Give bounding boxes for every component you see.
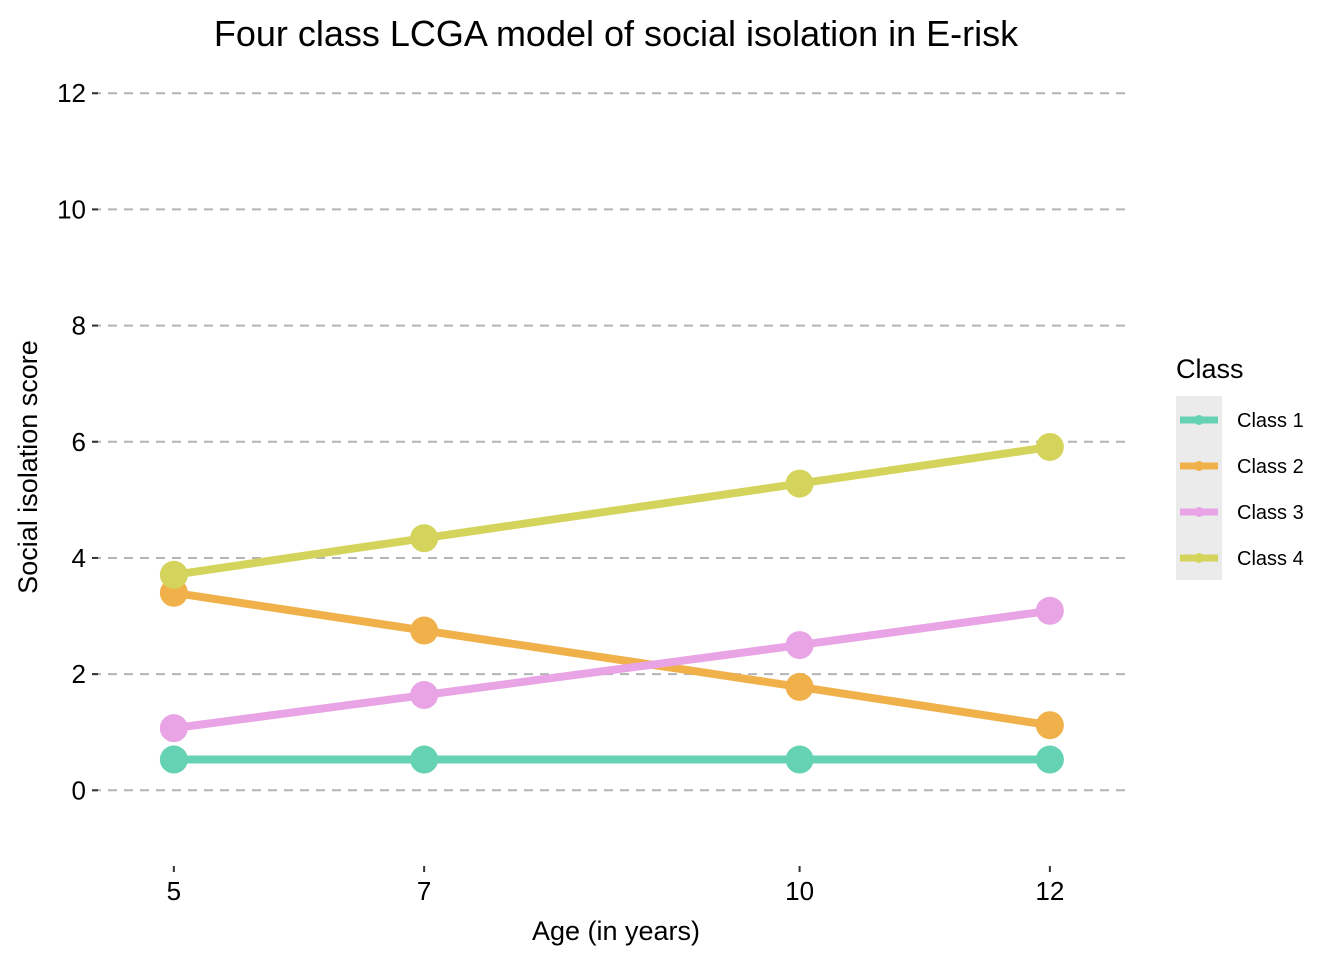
data-point-class-3 bbox=[1035, 596, 1064, 625]
data-point-class-4 bbox=[1035, 432, 1064, 461]
legend: Class Class 1 Class 2 Class 3 Class 4 bbox=[1176, 354, 1304, 580]
legend-items: Class 1 Class 2 Class 3 Class 4 bbox=[1180, 410, 1304, 570]
data-point-class-4 bbox=[410, 524, 439, 553]
series-line-class-4 bbox=[173, 443, 1051, 579]
data-point-class-3 bbox=[159, 714, 188, 743]
data-point-class-4 bbox=[785, 469, 814, 498]
data-point-class-2 bbox=[410, 616, 439, 645]
y-tick-label: 10 bbox=[57, 194, 86, 224]
series-line-class-2 bbox=[173, 588, 1051, 730]
legend-key-point bbox=[1194, 461, 1204, 471]
legend-label: Class 1 bbox=[1237, 410, 1304, 432]
data-points bbox=[159, 432, 1064, 774]
gridlines bbox=[92, 92, 1132, 792]
legend-key-background bbox=[1176, 396, 1222, 580]
axes: 0 2 4 6 8 10 12 5 7 10 12 bbox=[57, 78, 1064, 906]
y-tick-label: 4 bbox=[72, 543, 86, 573]
y-axis-title: Social isolation score bbox=[13, 340, 43, 594]
x-tick-label: 7 bbox=[417, 876, 431, 906]
data-point-class-3 bbox=[410, 681, 439, 710]
chart-title: Four class LCGA model of social isolatio… bbox=[214, 13, 1019, 54]
data-point-class-2 bbox=[785, 672, 814, 701]
legend-label: Class 4 bbox=[1237, 548, 1304, 570]
series-line-class-3 bbox=[173, 606, 1051, 733]
x-tick-label: 5 bbox=[167, 876, 181, 906]
data-point-class-4 bbox=[159, 560, 188, 589]
data-point-class-1 bbox=[410, 745, 439, 774]
y-tick-label: 2 bbox=[72, 659, 86, 689]
legend-label: Class 3 bbox=[1237, 502, 1304, 524]
y-tick-label: 8 bbox=[72, 311, 86, 341]
data-point-class-3 bbox=[785, 631, 814, 660]
legend-title: Class bbox=[1176, 354, 1244, 384]
data-point-class-1 bbox=[1035, 745, 1064, 774]
data-point-class-2 bbox=[1035, 711, 1064, 740]
y-tick-label: 12 bbox=[57, 78, 86, 108]
series-lines bbox=[173, 443, 1051, 764]
y-tick-label: 6 bbox=[72, 427, 86, 457]
x-tick-label: 10 bbox=[785, 876, 814, 906]
y-tick-label: 0 bbox=[72, 775, 86, 805]
data-point-class-1 bbox=[159, 745, 188, 774]
legend-key-point bbox=[1194, 415, 1204, 425]
legend-label: Class 2 bbox=[1237, 456, 1304, 478]
x-axis-title: Age (in years) bbox=[532, 916, 700, 946]
x-tick-label: 12 bbox=[1035, 876, 1064, 906]
legend-key-point bbox=[1194, 507, 1204, 517]
data-point-class-1 bbox=[785, 745, 814, 774]
legend-key-point bbox=[1194, 553, 1204, 563]
